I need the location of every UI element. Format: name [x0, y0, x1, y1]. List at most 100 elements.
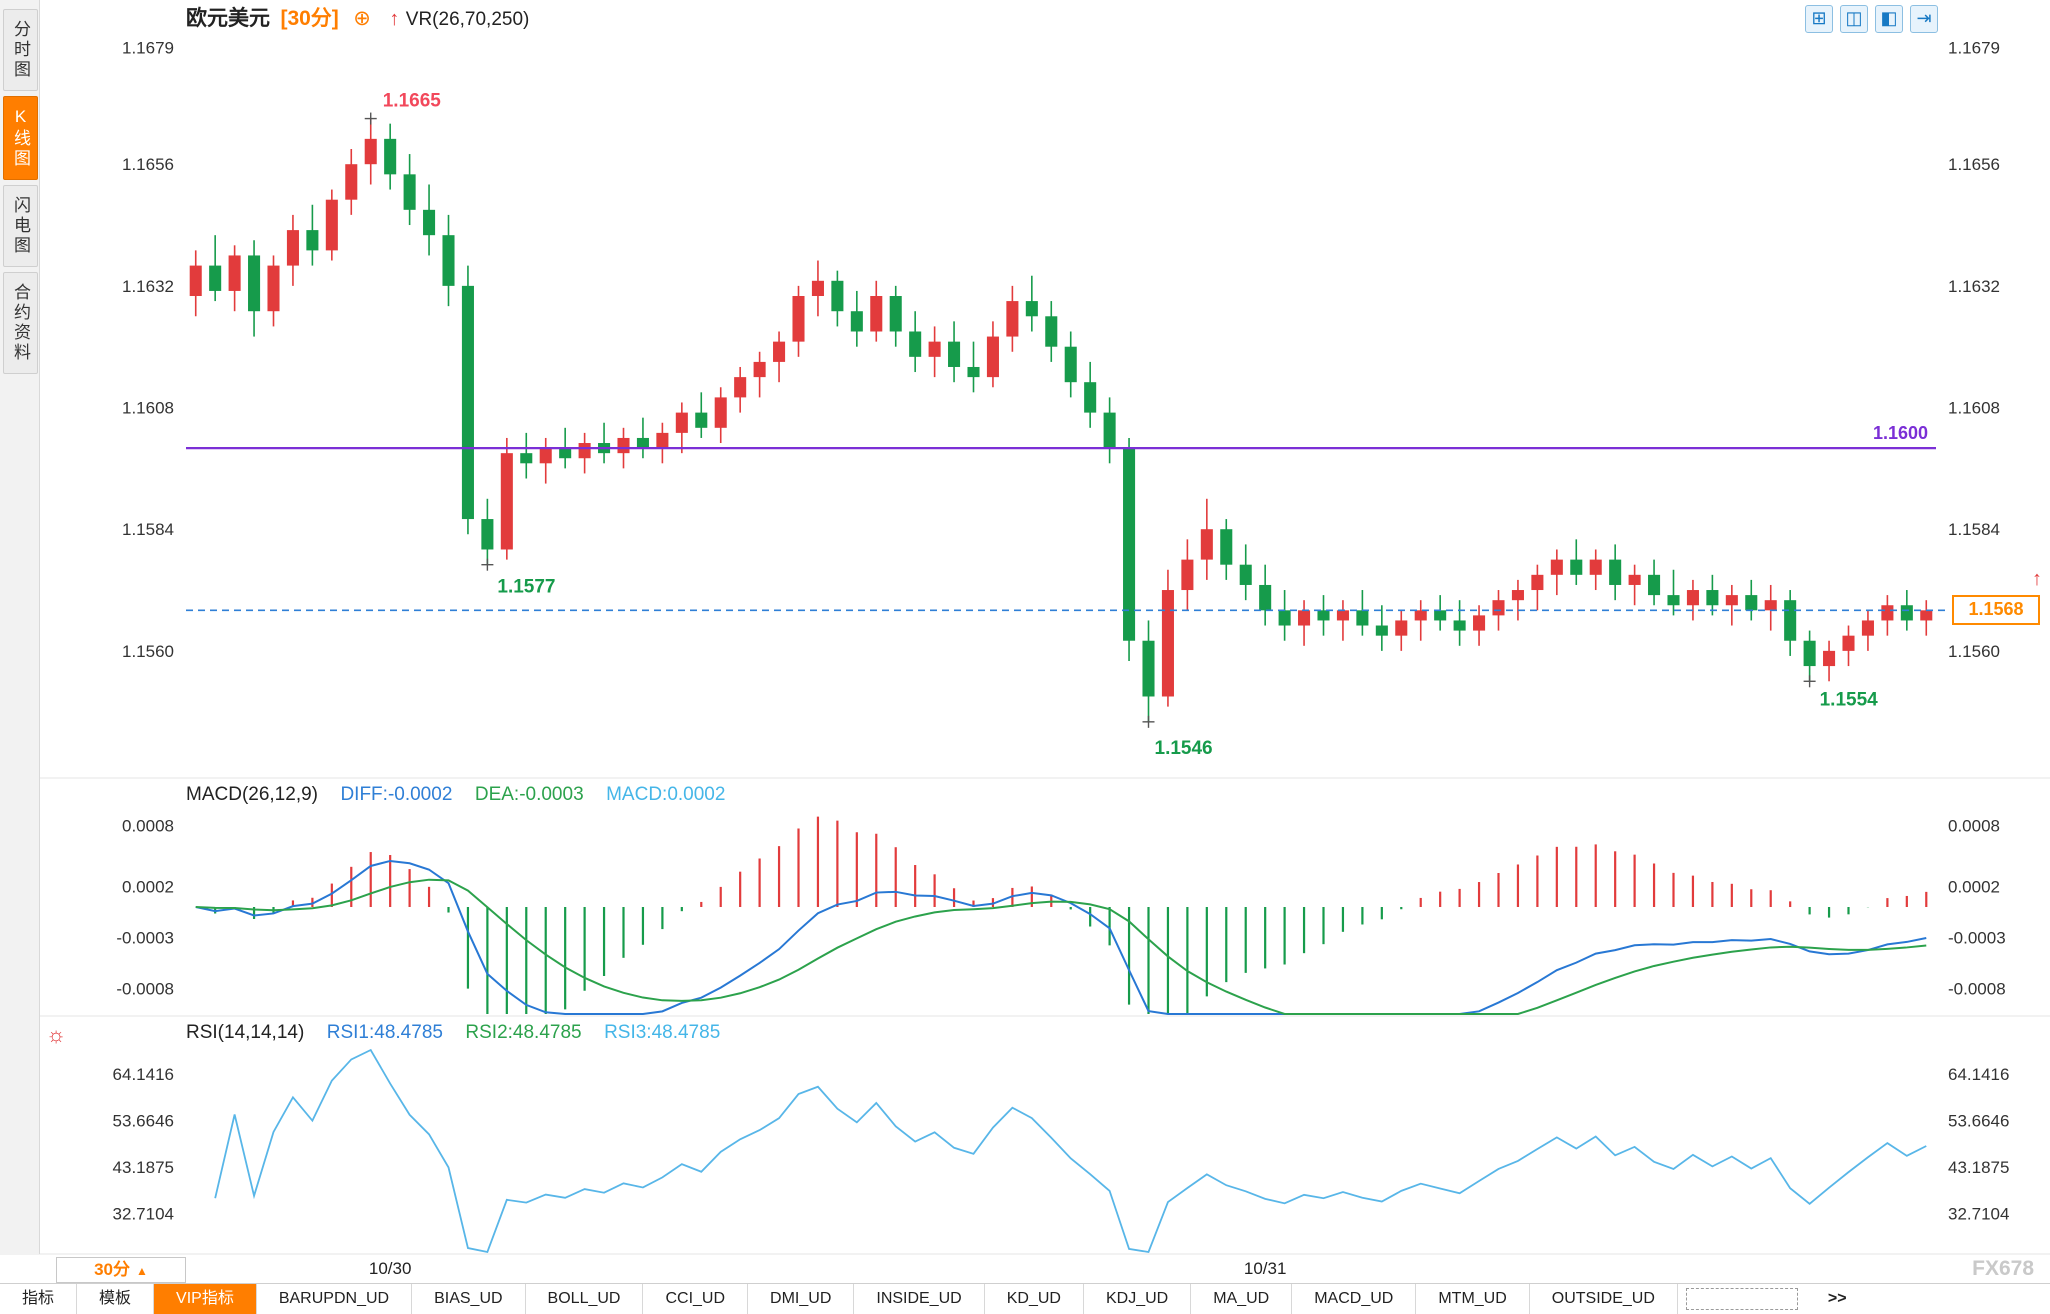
y-axis-label: 1.1608 [1948, 399, 2000, 418]
macd-header: MACD(26,12,9) DIFF:-0.0002 DEA:-0.0003 M… [186, 782, 725, 808]
layout-expand-icon[interactable]: ⇥ [1910, 5, 1938, 33]
layout-columns-icon[interactable]: ◫ [1840, 5, 1868, 33]
candle-body [403, 174, 416, 210]
rsi-title: RSI(14,14,14) [186, 1022, 305, 1043]
layout-grid-icon[interactable]: ⊞ [1805, 5, 1833, 33]
candle-body [286, 230, 299, 266]
y-axis-label: 1.1656 [122, 155, 174, 174]
candle-body [1239, 564, 1252, 585]
period-selector[interactable]: 30分 ▲ [56, 1257, 186, 1283]
candle-body [1842, 635, 1855, 651]
candle-body [1414, 610, 1427, 621]
tab-vip-indicators[interactable]: VIP指标 [154, 1284, 257, 1314]
candle-body [948, 341, 961, 367]
candle-body [1881, 605, 1894, 621]
x-axis-label: 10/31 [1243, 1259, 1287, 1278]
tabs-overflow-button[interactable]: >> [1827, 1290, 1847, 1307]
sidebar-tab-timeshare-chart[interactable]: 分时图 [3, 9, 38, 91]
y-axis-label: -0.0008 [116, 980, 174, 999]
y-axis-label: 53.6646 [1948, 1111, 2009, 1130]
candle-body [384, 138, 397, 175]
candle-body [675, 412, 688, 433]
current-price-tag: 1.1568 [1952, 595, 2040, 626]
candle-body [500, 453, 513, 550]
y-axis-label: 1.1679 [122, 39, 174, 58]
candle-body [1531, 574, 1544, 591]
candle-body [1181, 559, 1194, 591]
chart-header: 欧元美元 [30分] ⊕ ↑ VR(26,70,250) [186, 4, 529, 34]
candle-body [792, 296, 805, 342]
tab-indicators[interactable]: 指标 [0, 1284, 78, 1314]
tab-templates[interactable]: 模板 [77, 1284, 155, 1314]
tab-ma-ud[interactable]: MA_UD [1191, 1284, 1293, 1314]
tab-macd-ud[interactable]: MACD_UD [1292, 1284, 1417, 1314]
tab-kd-ud[interactable]: KD_UD [985, 1284, 1084, 1314]
candle-body [1609, 559, 1622, 585]
tab-cci-ud[interactable]: CCI_UD [643, 1284, 749, 1314]
candle-body [928, 341, 941, 357]
y-axis-label: 64.1416 [1948, 1065, 2009, 1084]
candle-body [1006, 301, 1019, 337]
candle-body [1725, 595, 1738, 606]
chart-plot-area[interactable] [186, 40, 1936, 770]
sidebar-tab-contract-info[interactable]: 合约资料 [3, 272, 38, 374]
y-axis-label: 1.1608 [122, 399, 174, 418]
tab-inside-ud[interactable]: INSIDE_UD [854, 1284, 985, 1314]
candle-body [539, 448, 552, 464]
y-axis-label: 0.0002 [122, 878, 174, 897]
candle-body [306, 230, 319, 251]
tab-dmi-ud[interactable]: DMI_UD [748, 1284, 855, 1314]
y-axis-label: 32.7104 [113, 1204, 174, 1223]
layout-chart-icon[interactable]: ◧ [1875, 5, 1903, 33]
candle-body [1103, 412, 1116, 449]
candle-body [1920, 610, 1933, 621]
macd-dea-value: DEA:-0.0003 [474, 784, 584, 805]
tab-placeholder [1685, 1288, 1798, 1310]
y-axis-label: 1.1584 [122, 520, 174, 539]
candle-body [228, 255, 241, 291]
sidebar-tab-kline-chart[interactable]: K线图 [3, 96, 38, 180]
tab-bias-ud[interactable]: BIAS_UD [412, 1284, 526, 1314]
candle-body [1570, 559, 1583, 575]
candle-body [1375, 625, 1388, 636]
candle-body [1628, 574, 1641, 585]
candle-body [461, 285, 474, 520]
y-axis-label: 1.1632 [122, 277, 174, 296]
tab-kdj-ud[interactable]: KDJ_UD [1084, 1284, 1192, 1314]
candle-body [1434, 610, 1447, 621]
candle-body [1589, 559, 1602, 575]
period-label[interactable]: [30分] [280, 7, 339, 30]
candle-body [1861, 620, 1874, 636]
tab-boll-ud[interactable]: BOLL_UD [526, 1284, 644, 1314]
tab-mtm-ud[interactable]: MTM_UD [1416, 1284, 1530, 1314]
y-axis-label: 53.6646 [113, 1111, 174, 1130]
watermark: FX678 [1972, 1257, 2034, 1280]
y-axis-label: 1.1560 [1948, 642, 2000, 661]
sidebar-tab-flash-chart[interactable]: 闪电图 [3, 185, 38, 267]
candle-body [1764, 600, 1777, 611]
y-axis-label: -0.0003 [1948, 929, 2006, 948]
y-axis-label: 43.1875 [1948, 1158, 2009, 1177]
y-axis-label: 43.1875 [113, 1158, 174, 1177]
indicator-tab-bar: 指标 模板 VIP指标 BARUPDN_UD BIAS_UD BOLL_UD CCI_UD D… [0, 1283, 2050, 1314]
y-axis-label: 1.1560 [122, 642, 174, 661]
y-axis-label: 1.1584 [1948, 520, 2000, 539]
candle-body [714, 397, 727, 428]
candle-body [636, 437, 649, 449]
y-axis-label: -0.0003 [116, 929, 174, 948]
candle-body [345, 164, 358, 200]
add-indicator-icon[interactable]: ⊕ [353, 7, 371, 30]
candle-body [1259, 584, 1272, 611]
tab-outside-ud[interactable]: OUTSIDE_UD [1530, 1284, 1678, 1314]
time-axis-row: 30分 ▲ FX678 10/30 10/31 [0, 1255, 2050, 1284]
macd-title: MACD(26,12,9) [186, 784, 318, 805]
tab-barupdn-ud[interactable]: BARUPDN_UD [257, 1284, 413, 1314]
indicator-settings-icon[interactable]: ☼ [46, 1022, 67, 1047]
candle-body [1278, 610, 1291, 626]
candle-body [442, 235, 455, 286]
candle-body [1025, 301, 1038, 317]
candle-body [1356, 610, 1369, 626]
macd-macd-value: MACD:0.0002 [606, 784, 726, 805]
pin-up-icon: ↑ [389, 8, 400, 30]
